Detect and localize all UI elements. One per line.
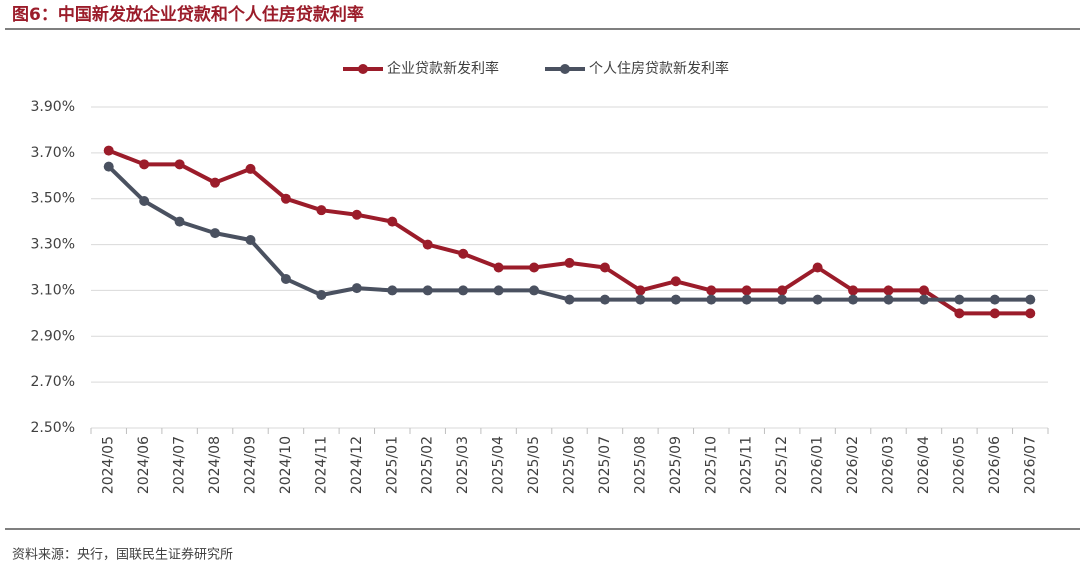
point xyxy=(777,285,788,296)
x-tick-label: 2024/06 xyxy=(136,436,152,494)
point xyxy=(564,257,575,268)
y-tick-label: 2.50% xyxy=(31,420,75,436)
point xyxy=(529,285,540,296)
point xyxy=(883,285,894,296)
point xyxy=(103,161,114,172)
point xyxy=(103,145,114,156)
x-tick-label: 2024/12 xyxy=(349,436,365,494)
point xyxy=(706,285,717,296)
point xyxy=(989,308,1000,319)
point xyxy=(351,209,362,220)
source: 资料来源：央行，国联民生证券研究所 xyxy=(12,547,233,563)
x-tick-label: 2024/09 xyxy=(243,436,259,494)
point xyxy=(954,308,965,319)
legend-marker xyxy=(560,64,570,74)
point xyxy=(280,193,291,204)
x-tick-label: 2024/07 xyxy=(172,436,188,494)
point xyxy=(741,294,752,305)
x-tick-label: 2025/08 xyxy=(632,436,648,494)
point xyxy=(351,283,362,294)
legend-marker xyxy=(358,64,368,74)
y-tick-label: 3.90% xyxy=(31,99,75,115)
point xyxy=(918,285,929,296)
point xyxy=(316,205,327,216)
point xyxy=(280,273,291,284)
legend-label: 个人住房贷款新发利率 xyxy=(589,60,729,77)
chart-title: 图6：中国新发放企业贷款和个人住房贷款利率 xyxy=(12,4,364,25)
point xyxy=(139,159,150,170)
x-tick-label: 2025/02 xyxy=(420,436,436,494)
x-tick-label: 2025/09 xyxy=(668,436,684,494)
point xyxy=(422,285,433,296)
point xyxy=(989,294,1000,305)
point xyxy=(458,285,469,296)
x-tick-label: 2025/03 xyxy=(455,436,471,494)
point xyxy=(706,294,717,305)
x-tick-label: 2026/02 xyxy=(845,436,861,494)
x-tick-label: 2026/01 xyxy=(810,436,826,494)
x-tick-label: 2024/11 xyxy=(313,436,329,494)
point xyxy=(316,290,327,301)
point xyxy=(174,216,185,227)
x-tick-label: 2026/03 xyxy=(881,436,897,494)
y-tick-label: 3.50% xyxy=(31,191,75,207)
point xyxy=(174,159,185,170)
point xyxy=(245,234,256,245)
x-tick-label: 2024/05 xyxy=(101,436,117,494)
point xyxy=(387,216,398,227)
point xyxy=(529,262,540,273)
point xyxy=(599,262,610,273)
x-tick-label: 2024/08 xyxy=(207,436,223,494)
point xyxy=(458,248,469,259)
point xyxy=(883,294,894,305)
point xyxy=(210,177,221,188)
x-tick-label: 2025/10 xyxy=(703,436,719,494)
point xyxy=(245,163,256,174)
point xyxy=(599,294,610,305)
x-tick-label: 2026/07 xyxy=(1022,436,1038,494)
point xyxy=(812,294,823,305)
point xyxy=(387,285,398,296)
point xyxy=(741,285,752,296)
point xyxy=(848,285,859,296)
point xyxy=(564,294,575,305)
point xyxy=(139,196,150,207)
point xyxy=(1025,294,1036,305)
y-tick-label: 2.90% xyxy=(31,328,75,344)
x-tick-label: 2024/10 xyxy=(278,436,294,494)
point xyxy=(1025,308,1036,319)
point xyxy=(918,294,929,305)
x-tick-label: 2025/07 xyxy=(597,436,613,494)
point xyxy=(635,285,646,296)
point xyxy=(670,294,681,305)
y-tick-label: 3.30% xyxy=(31,237,75,253)
x-tick-label: 2026/05 xyxy=(951,436,967,494)
point xyxy=(493,285,504,296)
x-tick-label: 2025/01 xyxy=(384,436,400,494)
legend-label: 企业贷款新发利率 xyxy=(387,60,499,77)
y-tick-label: 3.70% xyxy=(31,145,75,161)
x-tick-label: 2025/11 xyxy=(739,436,755,494)
x-tick-label: 2025/05 xyxy=(526,436,542,494)
point xyxy=(670,276,681,287)
x-tick-label: 2026/06 xyxy=(987,436,1003,494)
point xyxy=(635,294,646,305)
y-tick-label: 3.10% xyxy=(31,282,75,298)
x-tick-label: 2026/04 xyxy=(916,436,932,494)
point xyxy=(422,239,433,250)
series-line xyxy=(107,165,1031,302)
point xyxy=(210,228,221,239)
x-tick-label: 2025/06 xyxy=(562,436,578,494)
point xyxy=(493,262,504,273)
point xyxy=(812,262,823,273)
y-tick-label: 2.70% xyxy=(31,374,75,390)
point xyxy=(777,294,788,305)
x-tick-label: 2025/04 xyxy=(491,436,507,494)
point xyxy=(954,294,965,305)
point xyxy=(848,294,859,305)
x-tick-label: 2025/12 xyxy=(774,436,790,494)
